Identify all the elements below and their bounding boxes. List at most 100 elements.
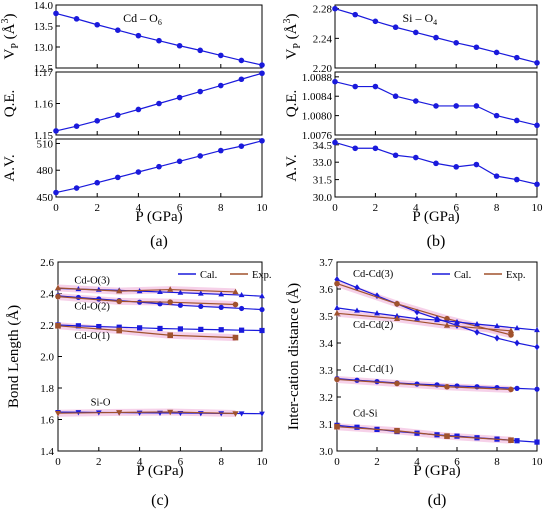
data-point (493, 173, 500, 179)
data-point (332, 5, 338, 12)
data-point (534, 181, 540, 188)
x-tick-label: 2 (94, 202, 100, 214)
calculated-point (259, 293, 265, 299)
series-annotation: Cd-O(1) (74, 331, 110, 342)
calculated-point (238, 411, 245, 417)
data-point (453, 103, 460, 109)
experimental-point (232, 288, 239, 295)
plot-frame (334, 4, 538, 69)
calculated-point (177, 289, 184, 295)
y-tick-label: 30.0 (313, 192, 333, 204)
experimental-point (167, 286, 174, 292)
calculated-point (474, 328, 480, 336)
calculated-point (218, 304, 224, 310)
data-point (176, 158, 183, 165)
data-point (94, 21, 100, 28)
calculated-point (334, 304, 340, 310)
calculated-point (239, 327, 245, 333)
x-tick-label: 6 (178, 456, 184, 468)
calculated-point (218, 291, 225, 297)
y-tick-label: 1.0084 (302, 91, 333, 103)
data-point (238, 143, 245, 149)
data-point (259, 70, 265, 77)
data-point (493, 112, 500, 119)
calculated-point (454, 318, 460, 325)
x-axis-label: P (GPa) (413, 463, 460, 479)
series-annotation: Cd-Cd(3) (353, 269, 394, 280)
x-tick-label: 2 (374, 456, 380, 468)
x-tick-label: 8 (218, 202, 224, 214)
y-tick-label: 2.6 (40, 257, 54, 269)
x-tick-label: 8 (494, 202, 500, 214)
data-point (433, 34, 439, 41)
experimental-point (232, 301, 239, 308)
data-point (197, 88, 203, 95)
calculated-point (514, 325, 520, 331)
experimental-line (336, 283, 512, 336)
data-point (514, 176, 520, 183)
calculated-point (239, 305, 245, 312)
y-tick-label: 1.8 (40, 383, 54, 395)
data-point (352, 11, 359, 18)
data-point (453, 164, 460, 170)
y-axis-label: VP (Å3) (282, 14, 303, 60)
experimental-line (336, 312, 512, 332)
y-tick-label: 3.6 (319, 284, 333, 296)
y-axis-label: Inter-cation distance (Å) (286, 283, 302, 430)
calculated-point (75, 323, 81, 329)
calculated-point (198, 326, 204, 333)
experimental-point (444, 315, 450, 322)
x-tick-label: 0 (53, 202, 59, 214)
x-tick-label: 0 (332, 202, 338, 214)
series-annotation: Cd-O(3) (74, 275, 110, 286)
series-annotation: Si-O (91, 397, 111, 408)
plot-frame (334, 138, 538, 198)
data-point (473, 161, 480, 168)
y-tick-label: 31.5 (313, 175, 333, 187)
x-tick-label: 8 (494, 456, 500, 468)
data-point (94, 179, 100, 186)
data-point (534, 122, 540, 129)
data-point (413, 98, 419, 104)
x-tick-label: 0 (334, 456, 340, 468)
data-point (218, 147, 224, 154)
data-point (433, 160, 439, 167)
calculated-point (374, 310, 380, 316)
data-point (238, 57, 245, 64)
y-tick-label: 14.0 (34, 0, 54, 12)
y-tick-label: 13.5 (34, 21, 54, 33)
calculated-point (514, 385, 520, 391)
calculated-point (494, 322, 500, 329)
data-point (413, 29, 419, 36)
calculated-point (534, 326, 540, 333)
data-point (115, 27, 121, 33)
calculated-point (157, 325, 163, 332)
y-axis-label: A.V. (284, 154, 300, 181)
calculated-point (434, 316, 440, 323)
panel-caption: (a) (150, 233, 168, 250)
error-band (58, 293, 236, 309)
calculated-point (137, 325, 143, 331)
data-point (156, 163, 162, 170)
y-tick-label: 1.0080 (302, 111, 333, 123)
data-point (259, 62, 265, 68)
data-point (115, 174, 121, 181)
y-tick-label: 2.24 (313, 33, 333, 45)
data-point (514, 117, 520, 124)
experimental-point (54, 410, 62, 417)
y-tick-label: 1.6 (40, 415, 54, 427)
y-tick-label: 1.4 (40, 446, 54, 458)
experimental-point (334, 280, 340, 287)
experimental-point (167, 409, 174, 416)
calculated-point (494, 334, 500, 342)
calculated-point (414, 315, 420, 321)
experimental-point (444, 433, 450, 439)
experimental-point (394, 301, 400, 307)
data-point (218, 52, 224, 59)
x-tick-label: 0 (55, 456, 61, 468)
y-tick-label: 2.20 (313, 63, 333, 75)
x-axis-label: P (GPa) (136, 463, 183, 479)
legend-label: Cal. (454, 270, 471, 281)
data-point (197, 153, 203, 159)
y-tick-label: 2.4 (40, 289, 54, 301)
